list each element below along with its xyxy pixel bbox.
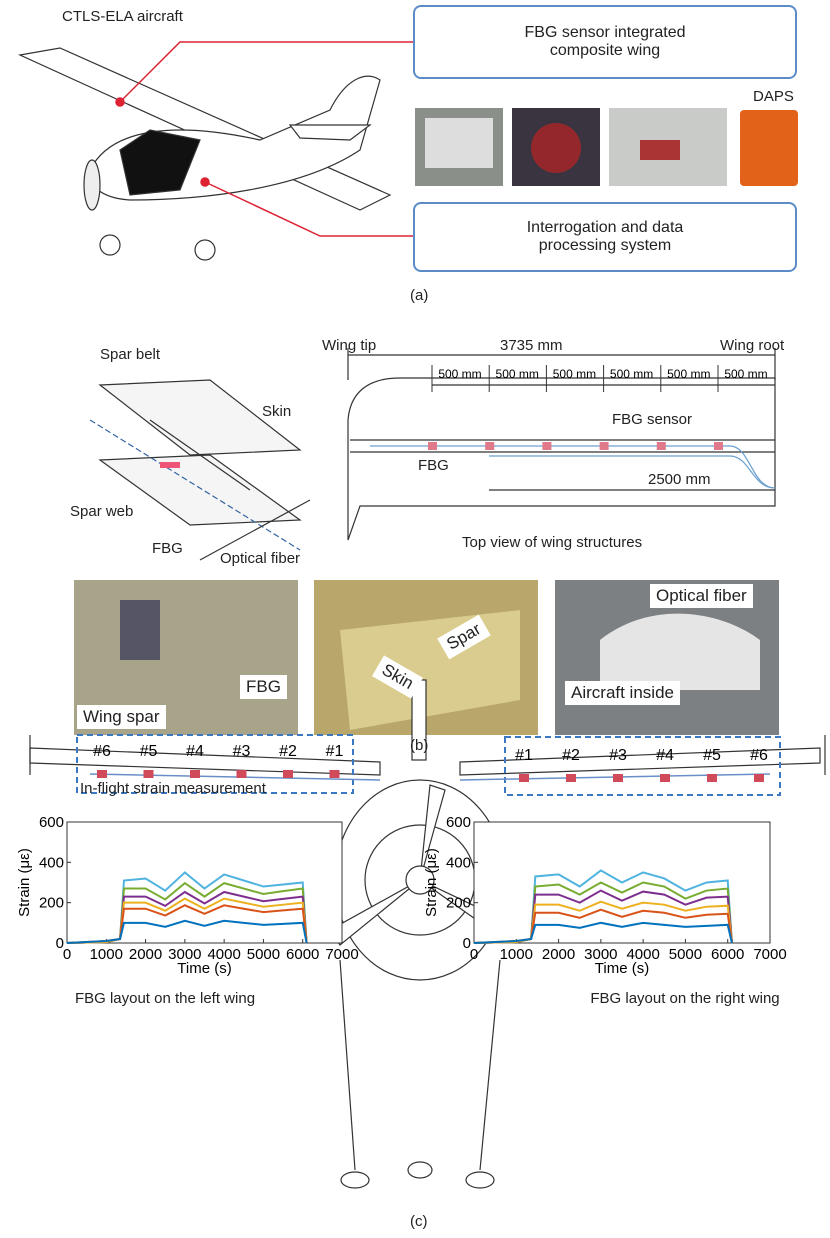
sensor: [542, 442, 551, 450]
y-tick-label: 200: [446, 895, 471, 912]
label: 2500 mm: [648, 471, 711, 488]
sensor: [330, 770, 340, 778]
label: Wing tip: [322, 337, 376, 354]
y-tick-label: 400: [39, 854, 64, 871]
x-tick-label: 1000: [500, 946, 533, 963]
x-tick-label: 2000: [542, 946, 575, 963]
sensor: [97, 770, 107, 778]
y-tick-label: 0: [463, 935, 471, 952]
label: Spar web: [70, 503, 133, 520]
x-tick-label: 2000: [129, 946, 162, 963]
y-tick-label: 600: [39, 814, 64, 831]
sensor: [657, 442, 666, 450]
sensor: [485, 442, 494, 450]
sensor-label: #5: [140, 743, 158, 760]
photo-label: Optical fiber: [650, 584, 753, 608]
y-tick-label: 200: [39, 895, 64, 912]
aircraft-label: CTLS-ELA aircraft: [62, 8, 183, 25]
segment-label: 500 mm: [438, 367, 481, 381]
x-axis-label: Time (s): [595, 960, 649, 977]
sensor: [428, 442, 437, 450]
caption: (b): [410, 737, 428, 754]
sensor-label: #6: [750, 747, 768, 764]
sensor-label: #3: [233, 743, 251, 760]
x-tick-label: 6000: [286, 946, 319, 963]
box-wing: FBG sensor integrated composite wing: [413, 5, 797, 79]
y-tick-label: 600: [446, 814, 471, 831]
sensor: [600, 442, 609, 450]
sensor: [144, 770, 154, 778]
sensor: [714, 442, 723, 450]
label: 3735 mm: [500, 337, 563, 354]
sensor-label: #2: [562, 747, 580, 764]
x-tick-label: 0: [470, 946, 478, 963]
photos-a: [415, 108, 798, 186]
segment-label: 500 mm: [553, 367, 596, 381]
label: FBG: [418, 457, 449, 474]
heading: In-flight strain measurement: [80, 780, 266, 797]
sensor: [707, 774, 717, 782]
photo-label: Aircraft inside: [565, 681, 680, 705]
label: Optical fiber: [220, 550, 300, 567]
label: Skin: [262, 403, 291, 420]
y-axis-label: Strain (με): [423, 848, 440, 917]
x-tick-label: 6000: [711, 946, 744, 963]
sensor-label: #2: [279, 743, 297, 760]
y-tick-label: 0: [56, 935, 64, 952]
photo-label: FBG: [240, 675, 287, 699]
y-tick-label: 400: [446, 854, 471, 871]
x-tick-label: 7000: [753, 946, 786, 963]
sensor: [237, 770, 247, 778]
sensor: [754, 774, 764, 782]
daps-label: DAPS: [753, 88, 794, 105]
photo-label: Wing spar: [77, 705, 166, 729]
x-axis-label: Time (s): [177, 960, 231, 977]
label: FBG sensor: [612, 411, 692, 428]
sensor-label: #4: [186, 743, 204, 760]
caption-left: FBG layout on the left wing: [70, 990, 260, 1007]
aircraft-side: [20, 48, 390, 260]
segment-label: 500 mm: [496, 367, 539, 381]
caption-right: FBG layout on the right wing: [590, 990, 780, 1007]
sensor-label: #5: [703, 747, 721, 764]
sensor: [190, 770, 200, 778]
box-text: FBG sensor integrated composite wing: [510, 24, 700, 60]
y-axis-label: Strain (με): [16, 848, 33, 917]
figure: 500 mm 500 mm 500 mm 500 mm 500 mm 500 mm #6 #5…: [0, 0, 830, 1238]
caption: (c): [410, 1213, 428, 1230]
sensor: [519, 774, 529, 782]
label: Top view of wing structures: [462, 534, 642, 551]
segment-label: 500 mm: [667, 367, 710, 381]
x-tick-label: 1000: [90, 946, 123, 963]
illustrations: 500 mm 500 mm 500 mm 500 mm 500 mm 500 mm #6 #5…: [0, 0, 830, 1238]
segment-label: 500 mm: [724, 367, 767, 381]
sensor-label: #4: [656, 747, 674, 764]
sensor-label: #1: [515, 747, 533, 764]
sensor: [613, 774, 623, 782]
label: Wing root: [720, 337, 784, 354]
caption: (a): [410, 287, 428, 304]
x-tick-label: 7000: [325, 946, 358, 963]
sensor-label: #6: [93, 743, 111, 760]
label: FBG: [152, 540, 183, 557]
x-tick-label: 5000: [669, 946, 702, 963]
label: Spar belt: [100, 346, 160, 363]
x-tick-label: 5000: [247, 946, 280, 963]
sensor-label: #1: [326, 743, 344, 760]
sensor: [566, 774, 576, 782]
box-processing: Interrogation and data processing system: [413, 202, 797, 272]
x-tick-label: 0: [63, 946, 71, 963]
sensor: [660, 774, 670, 782]
segment-label: 500 mm: [610, 367, 653, 381]
sensor: [283, 770, 293, 778]
box-text: Interrogation and data processing system: [500, 219, 710, 255]
sensor-label: #3: [609, 747, 627, 764]
